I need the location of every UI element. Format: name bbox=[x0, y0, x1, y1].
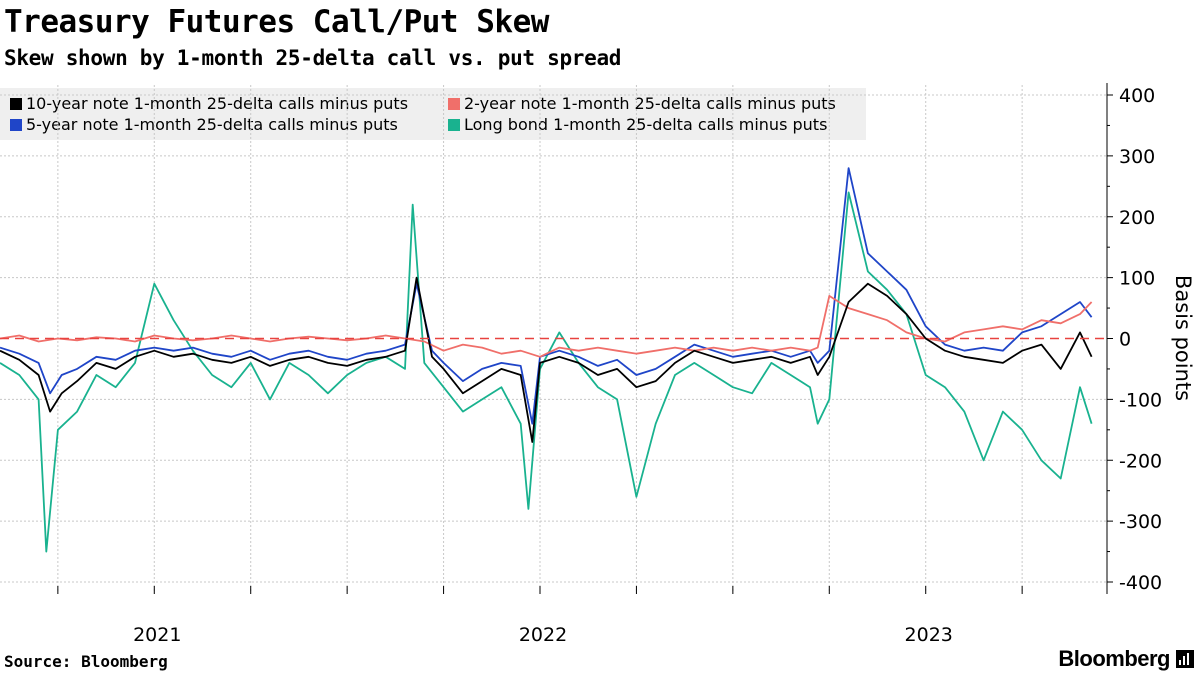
x-year-label-2: 2023 bbox=[905, 624, 953, 646]
legend-label-longbond: Long bond 1-month 25-delta calls minus p… bbox=[464, 115, 828, 134]
chart-subtitle: Skew shown by 1-month 25-delta call vs. … bbox=[4, 46, 622, 70]
legend-item-longbond: Long bond 1-month 25-delta calls minus p… bbox=[448, 115, 827, 134]
y-tick-label-0: 400 bbox=[1119, 85, 1155, 107]
legend-label-10yr: 10-year note 1-month 25-delta calls minu… bbox=[26, 94, 409, 113]
bloomberg-mark-icon bbox=[1176, 650, 1194, 668]
legend-label-2yr: 2-year note 1-month 25-delta calls minus… bbox=[464, 94, 836, 113]
legend-item-10yr: 10-year note 1-month 25-delta calls minu… bbox=[10, 94, 408, 113]
series-line-3 bbox=[0, 191, 1093, 553]
legend-swatch-5yr bbox=[10, 118, 22, 131]
legend: 10-year note 1-month 25-delta calls minu… bbox=[0, 88, 866, 140]
x-year-label-1: 2022 bbox=[519, 624, 567, 646]
y-tick-label-5: -100 bbox=[1119, 389, 1162, 411]
series-line-1 bbox=[0, 295, 1093, 358]
legend-swatch-2yr bbox=[448, 97, 460, 110]
y-tick-label-3: 100 bbox=[1119, 268, 1155, 290]
bloomberg-logo: Bloomberg bbox=[1058, 646, 1170, 671]
x-year-label-0: 2021 bbox=[133, 624, 181, 646]
series-line-0 bbox=[0, 276, 1093, 443]
y-tick-label-6: -200 bbox=[1119, 450, 1162, 472]
legend-label-5yr: 5-year note 1-month 25-delta calls minus… bbox=[26, 115, 398, 134]
y-tick-label-4: 0 bbox=[1119, 329, 1131, 351]
legend-item-2yr: 2-year note 1-month 25-delta calls minus… bbox=[448, 94, 836, 113]
source-note: Source: Bloomberg bbox=[4, 652, 168, 671]
chart-title: Treasury Futures Call/Put Skew bbox=[4, 4, 549, 40]
legend-item-5yr: 5-year note 1-month 25-delta calls minus… bbox=[10, 115, 398, 134]
legend-swatch-longbond bbox=[448, 118, 460, 131]
y-tick-label-1: 300 bbox=[1119, 146, 1155, 168]
legend-swatch-10yr bbox=[10, 97, 22, 110]
y-tick-label-7: -300 bbox=[1119, 511, 1162, 533]
y-tick-label-8: -400 bbox=[1119, 572, 1162, 594]
y-tick-label-2: 200 bbox=[1119, 207, 1155, 229]
y-axis-title: Basis points bbox=[1171, 275, 1195, 401]
series-line-2 bbox=[0, 167, 1093, 425]
